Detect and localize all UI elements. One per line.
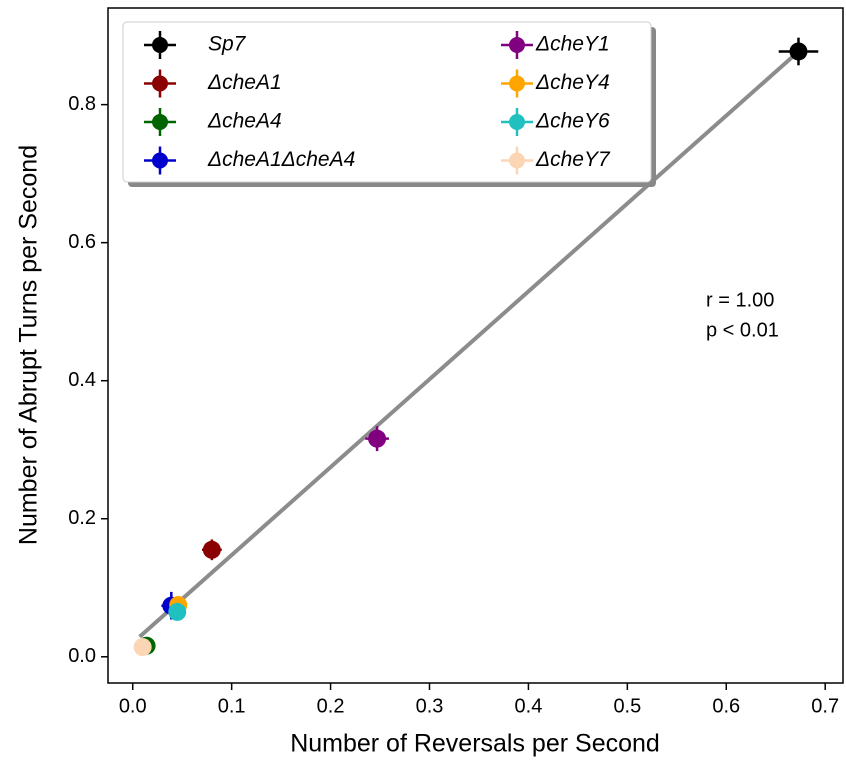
x-tick-label: 0.7 [811, 695, 839, 717]
x-tick-label: 0.4 [515, 695, 543, 717]
y-tick-label: 0.8 [68, 93, 96, 115]
annotation: p < 0.01 [706, 319, 779, 341]
fit-line [138, 49, 800, 639]
y-tick-label: 0.0 [68, 645, 96, 667]
legend-label: ΔcheY4 [535, 71, 610, 94]
x-tick-label: 0.0 [119, 695, 147, 717]
legend-marker [509, 152, 525, 169]
point [368, 429, 387, 448]
legend-box [122, 21, 652, 183]
y-axis-label: Number of Abrupt Turns per Second [15, 145, 43, 545]
x-tick-label: 0.6 [712, 695, 740, 717]
point [202, 540, 221, 559]
x-tick-label: 0.5 [613, 695, 641, 717]
x-tick-label: 0.1 [218, 695, 246, 717]
legend-label: Sp7 [208, 33, 247, 56]
legend-marker [152, 114, 168, 130]
point [789, 42, 808, 61]
annotation: r = 1.00 [706, 289, 774, 311]
legend-label: ΔcheA4 [207, 110, 282, 133]
x-axis-label: Number of Reversals per Second [290, 730, 660, 758]
point [168, 602, 187, 621]
legend-label: ΔcheA1ΔcheA4 [207, 148, 355, 171]
legend-label: ΔcheA1 [207, 71, 282, 94]
legend-label: ΔcheY6 [535, 110, 610, 133]
legend-label: ΔcheY7 [535, 148, 611, 171]
y-tick-label: 0.6 [68, 231, 96, 253]
x-tick-label: 0.3 [416, 695, 444, 717]
point [133, 638, 152, 657]
x-tick-label: 0.2 [317, 695, 345, 717]
legend-marker [509, 75, 525, 92]
legend-marker [152, 37, 168, 53]
axes-frame [107, 7, 844, 684]
legend-marker [152, 75, 168, 92]
legend-label: ΔcheY1 [535, 33, 610, 56]
legend-marker [509, 114, 525, 130]
y-tick-label: 0.2 [68, 507, 96, 529]
legend-marker [152, 152, 168, 169]
legend-marker [509, 37, 525, 53]
y-tick-label: 0.4 [68, 369, 96, 391]
